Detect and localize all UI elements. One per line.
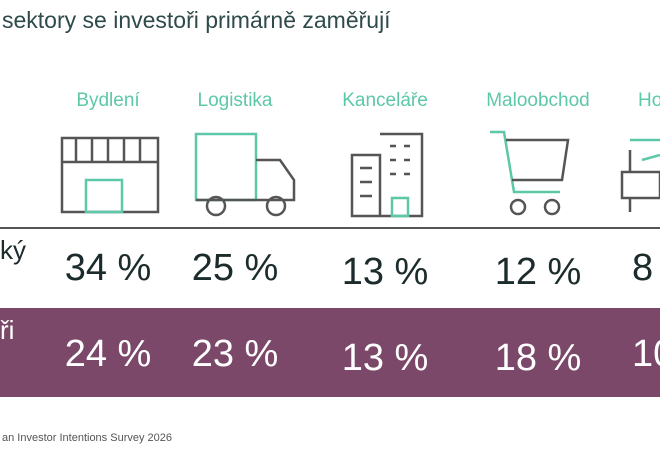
icon-hotels [620,138,660,212]
value: 8 [632,247,653,289]
value: 34 % [65,247,152,289]
value: 25 % [192,247,279,289]
sector-label: Kanceláře [342,90,428,111]
value: 10 [632,333,660,375]
sector-label: Ho [638,90,660,111]
value: 12 % [495,251,582,293]
row-label: ři [0,315,14,345]
icon-offices [350,132,424,218]
row-band [0,308,660,397]
value: 24 % [65,333,152,375]
title: sektory se investoři primárně zaměřují [2,7,391,33]
sector-label: Logistika [198,90,273,111]
value: 13 % [342,337,429,379]
sector-label: Maloobchod [486,90,590,111]
sector-label: Bydlení [76,90,140,111]
source: an Investor Intentions Survey 2026 [2,432,172,444]
icon-logistics [194,132,296,217]
icon-housing [60,136,160,214]
value: 18 % [495,337,582,379]
icon-retail [490,130,570,216]
value: 23 % [192,333,279,375]
row-label: ký [0,235,26,265]
value: 13 % [342,251,429,293]
